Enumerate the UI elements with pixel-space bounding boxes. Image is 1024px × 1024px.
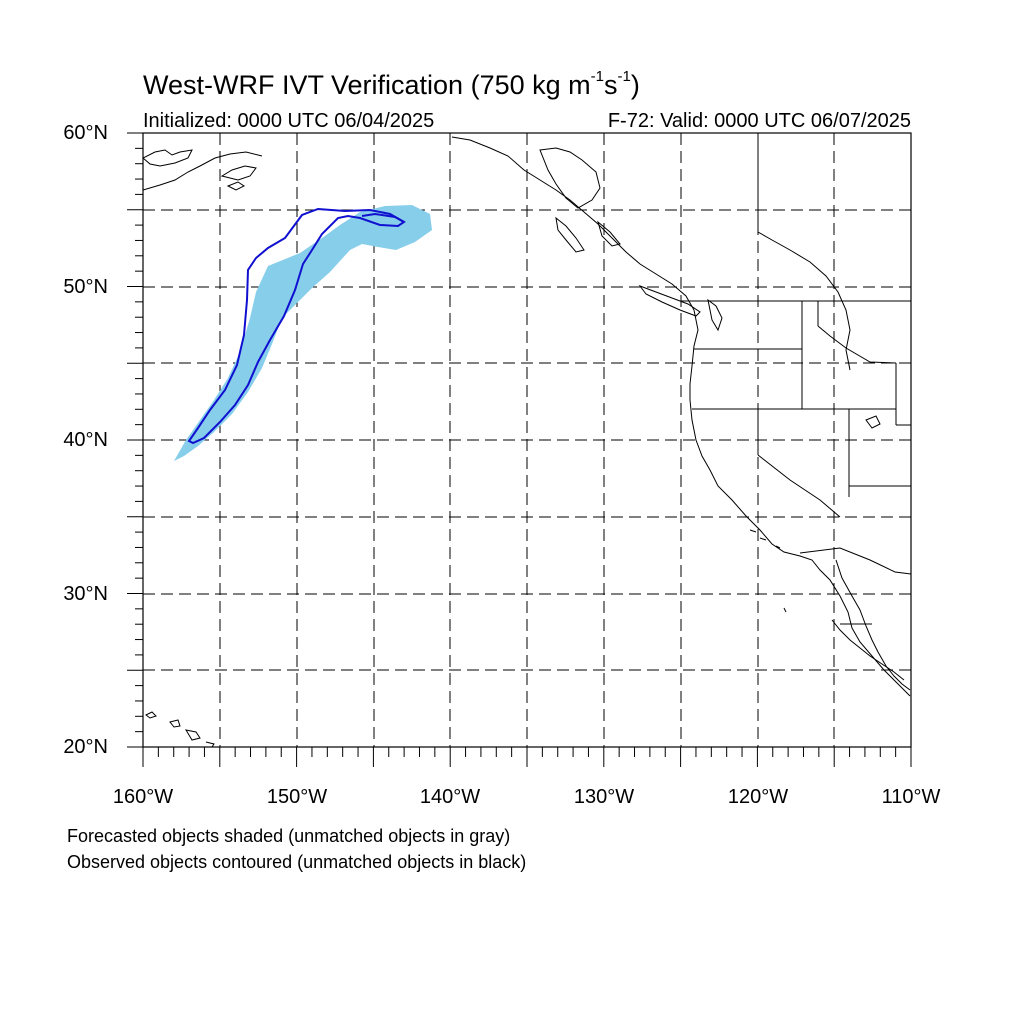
- lon-label-140w: 140°W: [419, 786, 481, 808]
- lat-label-20n: 20°N: [63, 736, 108, 758]
- lat-label-30n: 30°N: [63, 583, 108, 605]
- initialized-label: Initialized: 0000 UTC 06/04/2025: [143, 110, 435, 132]
- valid-time-label: F-72: Valid: 0000 UTC 06/07/2025: [607, 110, 911, 132]
- lat-label-40n: 40°N: [63, 429, 108, 451]
- observed-legend-note: Observed objects contoured (unmatched ob…: [67, 852, 527, 872]
- graticule: [143, 133, 911, 747]
- lon-label-120w: 120°W: [727, 786, 789, 808]
- observed-object-contour: [187, 207, 406, 445]
- forecast-object-shading: [174, 205, 432, 461]
- lon-label-130w: 130°W: [573, 786, 635, 808]
- lat-label-60n: 60°N: [63, 122, 108, 144]
- lon-label-110w: 110°W: [881, 786, 941, 808]
- lat-label-50n: 50°N: [63, 276, 108, 298]
- lon-label-160w: 160°W: [112, 786, 174, 808]
- map-title: West-WRF IVT Verification (750 kg m-1s-1…: [143, 68, 640, 100]
- axis-ticks: [127, 132, 912, 767]
- political-borders: [681, 133, 911, 625]
- lon-label-150w: 150°W: [266, 786, 328, 808]
- observed-object-contour-inner: [361, 212, 405, 223]
- forecast-legend-note: Forecasted objects shaded (unmatched obj…: [67, 826, 511, 846]
- coastlines: [143, 136, 911, 747]
